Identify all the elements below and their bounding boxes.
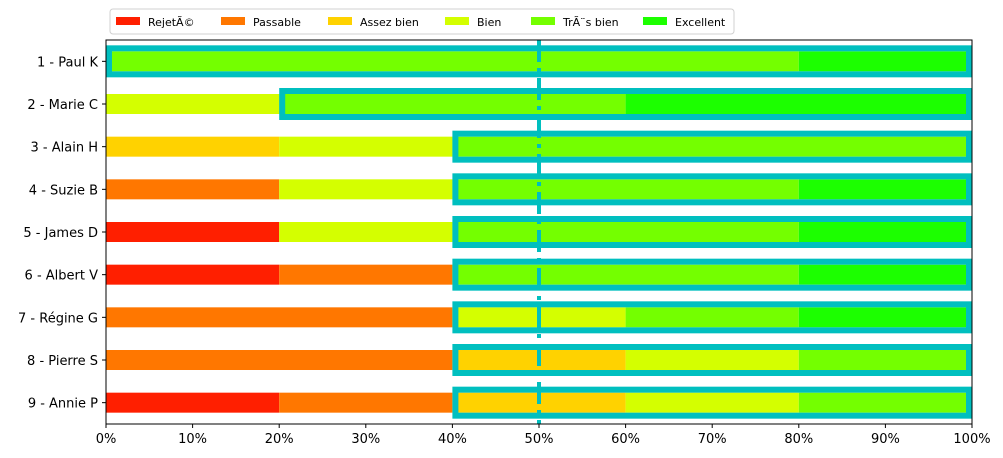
y-tick-label: 6 - Albert V [25,269,99,284]
legend-label: Assez bien [360,16,419,29]
bar-segment [625,392,799,413]
bar-segment [798,51,972,72]
bar-segment [452,179,799,200]
x-tick-label: 20% [265,432,294,447]
bar-segment [452,222,799,242]
legend-swatch [531,17,555,25]
bar-segment [798,264,972,285]
bar-segment [279,136,453,157]
y-tick-label: 1 - Paul K [37,55,98,70]
legend-box [109,8,735,35]
bar-segment [279,264,453,285]
bar-segment [106,94,280,114]
legend-label: RejetÃ© [148,16,195,29]
x-tick-label: 100% [953,432,990,447]
majority-grade-highlight [452,344,972,376]
bar-segment [279,94,626,114]
x-tick-label: 40% [438,432,467,447]
bar-segment [106,51,799,72]
bar-segment [625,350,799,370]
legend-label: Bien [477,16,501,29]
bar-segment [625,94,972,114]
legend-label: Excellent [675,16,726,29]
bar-segment [279,179,453,200]
bar-segment [279,392,453,413]
bar-segment [798,222,972,242]
majority-grade-highlight [452,386,972,419]
x-tick-label: 90% [871,432,900,447]
bar-segment [798,350,972,370]
y-tick-label: 9 - Annie P [28,397,98,412]
y-tick-label: 2 - Marie C [27,98,98,113]
majority-grade-highlight [452,173,972,206]
bar-segment [279,222,453,242]
x-axis: 0% 10% 20% 30% 40% 50% 60% 70% 80% 90% 100% [96,424,991,447]
x-tick-label: 10% [178,432,207,447]
x-tick-label: 70% [698,432,727,447]
bar-segment [106,307,453,328]
bar-segment [798,392,972,413]
x-tick-label: 50% [525,432,554,447]
bar-segment [106,350,453,370]
majority-grade-highlight [279,88,972,120]
bar-segment [798,307,972,328]
y-tick-label: 8 - Pierre S [27,354,98,369]
bar-segment [106,264,280,285]
bar-segment [106,222,280,242]
bar-segment [452,136,972,157]
plot-area: 0% 10% 20% 30% 40% 50% 60% 70% 80% 90% 100% 1 - Pa… [18,39,991,447]
x-tick-label: 30% [351,432,380,447]
y-tick-label: 3 - Alain H [31,141,98,156]
majority-grade-highlights [106,45,972,419]
legend-swatch [445,17,469,25]
majority-grade-highlight [452,216,972,248]
bar-segment [106,392,280,413]
x-tick-label: 80% [784,432,813,447]
legend-swatch [116,17,140,25]
legend: RejetÃ© Passable Assez bien Bien TrÃ¨s bien E… [109,8,735,35]
bar-segment [625,307,799,328]
legend-label: Passable [253,16,301,29]
legend-swatch [221,17,245,25]
bar-segment [106,179,280,200]
majority-grade-highlight [452,130,972,163]
legend-swatch [643,17,667,25]
y-tick-label: 7 - Régine G [18,311,98,326]
y-tick-label: 4 - Suzie B [29,183,98,198]
legend-swatch [328,17,352,25]
x-tick-label: 60% [611,432,640,447]
bar-segment [452,264,799,285]
bar-segment [106,136,280,157]
majority-grade-highlight [452,301,972,334]
majority-grade-highlight [452,258,972,291]
legend-label: TrÃ¨s bien [562,16,619,29]
bar-segment [798,179,972,200]
y-tick-label: 5 - James D [23,226,98,241]
y-axis: 1 - Paul K 2 - Marie C 3 - Alain H 4 - Suzi… [18,55,106,412]
x-tick-label: 0% [96,432,117,447]
